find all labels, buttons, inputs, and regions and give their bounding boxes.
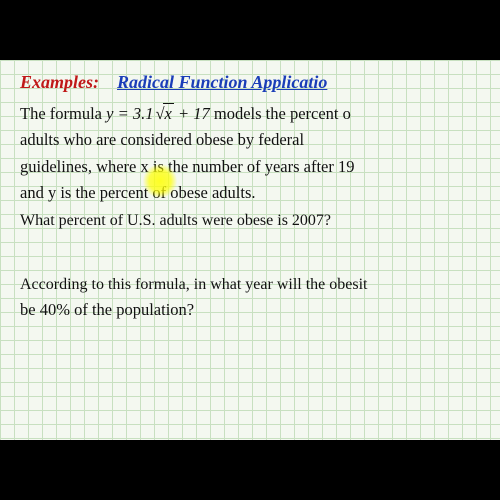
- letterbox-top: [0, 0, 500, 60]
- problem-text: The formula y = 3.1x + 17 models the per…: [20, 103, 486, 322]
- question-1: What percent of U.S. adults were obese i…: [20, 210, 486, 232]
- letterbox-bottom: [0, 440, 500, 500]
- line1-post: models the percent o: [210, 104, 351, 123]
- problem-line-1: The formula y = 3.1x + 17 models the per…: [20, 103, 486, 125]
- title-line: Examples: Radical Function Applicatio: [20, 72, 486, 93]
- formula-coef: 3.1: [133, 104, 154, 123]
- question-2-line-1: According to this formula, in what year …: [20, 274, 486, 296]
- formula-tail: + 17: [174, 104, 210, 123]
- sqrt-arg: x: [163, 103, 174, 123]
- sqrt-symbol: x: [153, 103, 173, 125]
- question-2-line-2: be 40% of the population?: [20, 299, 486, 321]
- problem-line-3: guidelines, where x is the number of yea…: [20, 156, 486, 178]
- text-layer: Examples: Radical Function Applicatio Th…: [0, 60, 500, 440]
- line1-pre: The formula: [20, 104, 106, 123]
- problem-line-2: adults who are considered obese by feder…: [20, 129, 486, 151]
- title-spacer: [104, 72, 113, 92]
- problem-line-4: and y is the percent of obese adults.: [20, 182, 486, 204]
- formula: y = 3.1x + 17: [106, 104, 210, 123]
- title-heading: Radical Function Applicatio: [117, 72, 327, 92]
- examples-label: Examples:: [20, 72, 99, 92]
- slide-content: Examples: Radical Function Applicatio Th…: [0, 60, 500, 440]
- formula-eq: =: [113, 104, 132, 123]
